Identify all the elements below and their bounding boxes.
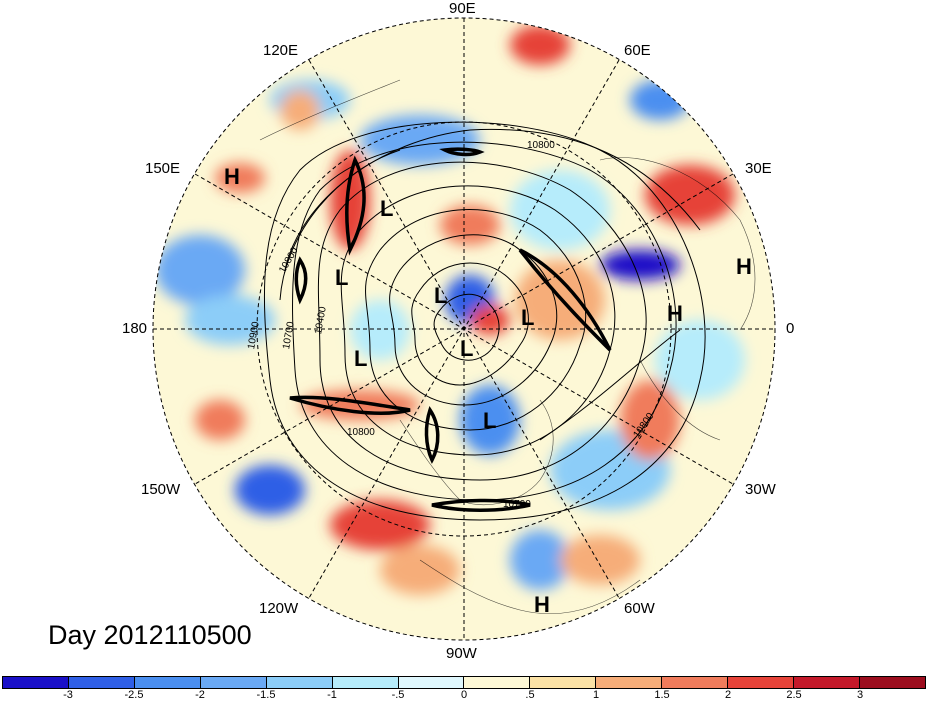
colorbar-box [530,677,597,688]
low-marker: L [460,336,474,361]
colorbar-box [266,677,333,688]
colorbar-box [728,677,795,688]
colorbar-box [662,677,729,688]
low-marker: L [335,265,349,290]
high-marker: H [667,301,683,326]
lon-label-90e: 90E [449,0,476,17]
lon-label-30w: 30W [745,481,776,498]
day-title: Day 2012110500 [48,620,252,650]
colorbar-tick-label: 1.5 [654,689,670,701]
colorbar-tick-label: -1 [327,689,337,701]
colorbar-tick-label: -.5 [391,689,405,701]
lon-label-0: 0 [786,320,795,337]
colorbar-tick-label: -1.5 [256,689,276,701]
colorbar-tick-label: 2.5 [786,689,802,701]
lon-label-60w: 60W [624,600,655,617]
lon-label-150e: 150E [145,160,181,177]
colorbar-box [596,677,663,688]
colorbar [2,676,926,689]
contour-label: 10800 [347,427,375,438]
low-marker: L [434,283,448,308]
coastlines [259,79,756,615]
graticule [153,18,775,640]
height-contours [263,121,706,521]
low-marker: L [521,305,535,330]
colorbar-box [3,677,69,688]
low-marker: L [483,408,497,433]
colorbar-box [464,677,531,688]
colorbar-box [332,677,399,688]
lon-label-150w: 150W [141,481,181,498]
lon-label-120e: 120E [263,42,299,59]
colorbar-box [794,677,860,688]
colorbar-tick-label: 0 [460,689,468,701]
contour-label: 10700 [503,499,531,510]
lon-label-60e: 60E [624,42,651,59]
high-marker: H [224,164,240,189]
colorbar-box [134,677,201,688]
colorbar-tick-label: -2 [195,689,205,701]
colorbar-box [200,677,267,688]
contour-label: 10800 [527,140,555,151]
high-marker: H [534,592,550,617]
high-marker: H [736,254,752,279]
low-marker: L [380,196,394,221]
colorbar-tick-label: -2.5 [124,689,144,701]
lon-label-30e: 30E [745,160,772,177]
lon-label-90w: 90W [446,645,477,662]
colorbar-tick-label: .5 [525,689,535,701]
jet-streaks [289,147,612,512]
colorbar-tick-label: 2 [724,689,732,701]
lon-label-180: 180 [122,320,148,337]
colorbar-tick-label: 1 [592,689,600,701]
colorbar-box [398,677,465,688]
lon-label-120w: 120W [259,600,299,617]
low-marker: L [354,346,368,371]
colorbar-box [859,677,925,688]
colorbar-tick-label: -3 [63,689,73,701]
colorbar-tick-label: 3 [856,689,864,701]
colorbar-box [68,677,135,688]
map-border [152,17,776,641]
